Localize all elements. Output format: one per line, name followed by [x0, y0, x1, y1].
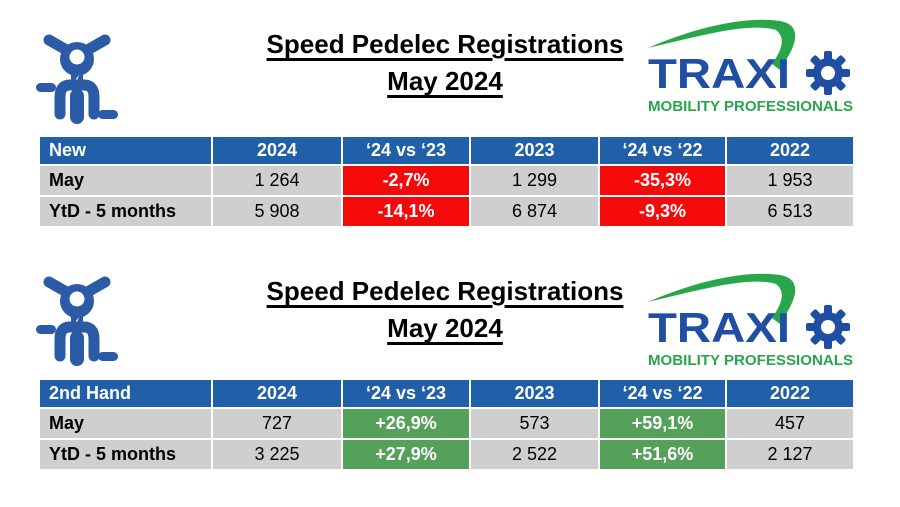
logo-brand-text: TRAXI: [648, 50, 790, 97]
delta-24vs22: +51,6%: [598, 438, 727, 471]
value-2022: 6 513: [725, 195, 855, 228]
delta-24vs23: -14,1%: [341, 195, 471, 228]
table-row-ytd: YtD - 5 months 5 908 -14,1% 6 874 -9,3% …: [38, 195, 855, 228]
value-2024: 1 264: [211, 164, 343, 197]
value-2024: 5 908: [211, 195, 343, 228]
section-title: Speed Pedelec Registrations May 2024: [195, 26, 695, 100]
column-header-2024: 2024: [211, 135, 343, 166]
value-2024: 3 225: [211, 438, 343, 471]
title-line-2: May 2024: [387, 66, 503, 96]
section-title: Speed Pedelec Registrations May 2024: [195, 273, 695, 347]
speed-pedelec-icon: [36, 34, 118, 124]
logo-swoosh: [648, 273, 796, 324]
table-row-may: May 727 +26,9% 573 +59,1% 457: [38, 407, 855, 440]
column-header-24vs23: ‘24 vs ‘23: [341, 135, 471, 166]
gear-icon: [806, 305, 850, 349]
row-label: YtD - 5 months: [38, 438, 213, 471]
column-header-2023: 2023: [469, 378, 600, 409]
value-2022: 1 953: [725, 164, 855, 197]
column-header-24vs22: ‘24 vs ‘22: [598, 378, 727, 409]
value-2023: 573: [469, 407, 600, 440]
table-row-may: May 1 264 -2,7% 1 299 -35,3% 1 953: [38, 164, 855, 197]
value-2024: 727: [211, 407, 343, 440]
delta-24vs23: +26,9%: [341, 407, 471, 440]
traxio-logo: TRAXI MOBILITY PROFESSIONALS: [648, 273, 853, 369]
table-header-row: New 2024 ‘24 vs ‘23 2023 ‘24 vs ‘22 2022: [38, 135, 855, 166]
column-header-2022: 2022: [725, 378, 855, 409]
row-label: May: [38, 164, 213, 197]
column-header-24vs23: ‘24 vs ‘23: [341, 378, 471, 409]
second-hand-registrations-table: 2nd Hand 2024 ‘24 vs ‘23 2023 ‘24 vs ‘22…: [38, 378, 855, 471]
speed-pedelec-icon: [36, 276, 118, 366]
delta-24vs22: -35,3%: [598, 164, 727, 197]
table-header-row: 2nd Hand 2024 ‘24 vs ‘23 2023 ‘24 vs ‘22…: [38, 378, 855, 409]
gear-icon: [806, 51, 850, 95]
logo-swoosh: [648, 19, 796, 70]
value-2022: 2 127: [725, 438, 855, 471]
title-line-2: May 2024: [387, 313, 503, 343]
row-label: YtD - 5 months: [38, 195, 213, 228]
column-header-category: New: [38, 135, 213, 166]
row-label: May: [38, 407, 213, 440]
table-row-ytd: YtD - 5 months 3 225 +27,9% 2 522 +51,6%…: [38, 438, 855, 471]
value-2022: 457: [725, 407, 855, 440]
column-header-2022: 2022: [725, 135, 855, 166]
delta-24vs23: +27,9%: [341, 438, 471, 471]
title-line-1: Speed Pedelec Registrations: [266, 29, 624, 59]
column-header-2023: 2023: [469, 135, 600, 166]
title-line-1: Speed Pedelec Registrations: [266, 276, 624, 306]
column-header-2024: 2024: [211, 378, 343, 409]
value-2023: 1 299: [469, 164, 600, 197]
logo-tagline: MOBILITY PROFESSIONALS: [648, 99, 853, 115]
value-2023: 6 874: [469, 195, 600, 228]
logo-brand-text: TRAXI: [648, 304, 790, 351]
delta-24vs23: -2,7%: [341, 164, 471, 197]
new-registrations-table: New 2024 ‘24 vs ‘23 2023 ‘24 vs ‘22 2022…: [38, 135, 855, 228]
column-header-category: 2nd Hand: [38, 378, 213, 409]
traxio-logo: TRAXI MOBILITY PROFESSIONALS: [648, 19, 853, 115]
delta-24vs22: +59,1%: [598, 407, 727, 440]
logo-tagline: MOBILITY PROFESSIONALS: [648, 353, 853, 369]
delta-24vs22: -9,3%: [598, 195, 727, 228]
value-2023: 2 522: [469, 438, 600, 471]
column-header-24vs22: ‘24 vs ‘22: [598, 135, 727, 166]
